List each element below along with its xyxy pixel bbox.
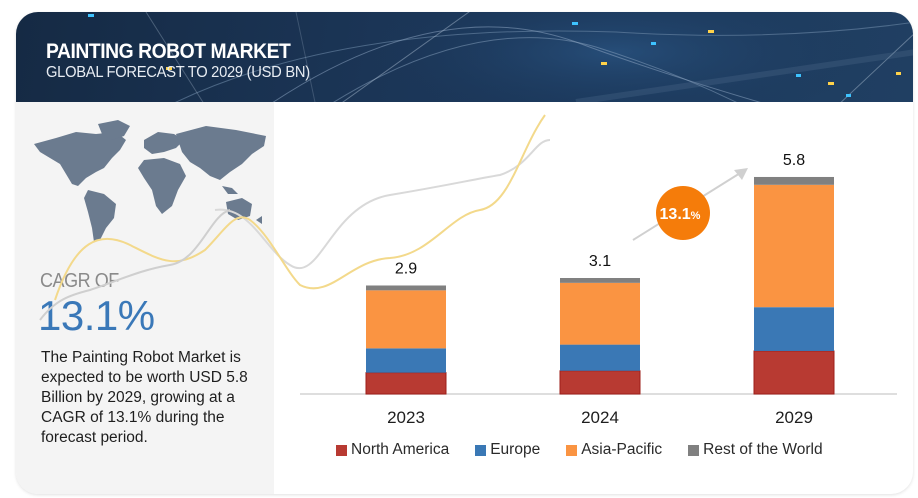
bar-total-label: 2.9 [395,260,417,277]
cagr-badge [656,186,710,240]
x-tick-label: 2024 [581,408,619,427]
bar-segment-europe-2029 [754,307,834,351]
header-banner: PAINTING ROBOT MARKET GLOBAL FORECAST TO… [16,12,913,102]
bar-total-label: 3.1 [589,253,611,270]
legend-label: Asia-Pacific [581,441,663,458]
bar-segment-rest-of-the-world-2024 [560,278,640,283]
legend-swatch [336,444,347,456]
bar-segment-rest-of-the-world-2029 [754,176,834,185]
bar-segment-europe-2023 [366,348,446,373]
growth-arrow-head [734,168,748,180]
bar-total-label: 5.8 [783,152,805,169]
decorative-curve-gray-left [39,209,231,321]
bar-segment-north-america-2024 [559,370,641,395]
legend-label: Europe [490,441,541,458]
cagr-badge-value: 13.1% [660,206,701,223]
world-map-icon [34,120,266,242]
legend-swatch [566,444,578,456]
bar-segment-north-america-2023 [365,372,447,395]
cagr-value: 13.1% [38,292,155,339]
bar-segment-asia-pacific-2023 [366,290,446,349]
decorative-curve-gray [214,139,551,269]
page-title: PAINTING ROBOT MARKET [46,40,291,63]
legend-item-asia-pacific: Asia-Pacific [566,441,662,459]
legend-label: North America [351,441,450,458]
bar-segment-asia-pacific-2024 [560,282,640,345]
legend-item-north-america: North America [336,441,449,459]
page-subtitle: GLOBAL FORECAST TO 2029 (USD BN) [46,64,310,81]
chart-legend: North America Europe Asia-Pacific Rest o… [336,441,823,459]
bar-segment-asia-pacific-2029 [754,184,834,308]
legend-item-rest-of-world: Rest of the World [688,441,823,459]
x-tick-label: 2023 [387,408,425,427]
legend-swatch [475,444,487,456]
x-tick-label: 2029 [775,408,813,427]
banner-decoration [88,12,913,102]
bar-segment-europe-2024 [560,344,640,371]
summary-panel: CAGR OF 13.1% The Painting Robot Market … [16,102,274,494]
bar-segment-rest-of-the-world-2023 [366,285,446,291]
legend-item-europe: Europe [475,441,540,459]
decorative-curve-yellow [54,114,546,301]
legend-swatch [688,444,700,456]
legend-label: Rest of the World [703,441,823,458]
market-description: The Painting Robot Market is expected to… [41,349,248,446]
bar-segment-north-america-2029 [753,350,835,395]
